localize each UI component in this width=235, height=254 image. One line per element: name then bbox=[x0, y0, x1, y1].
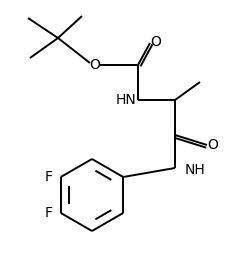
Text: F: F bbox=[45, 206, 53, 220]
Text: HN: HN bbox=[116, 93, 136, 107]
Text: O: O bbox=[208, 138, 219, 152]
Text: O: O bbox=[151, 35, 161, 49]
Text: NH: NH bbox=[185, 163, 206, 177]
Text: F: F bbox=[45, 170, 53, 184]
Text: O: O bbox=[90, 58, 100, 72]
